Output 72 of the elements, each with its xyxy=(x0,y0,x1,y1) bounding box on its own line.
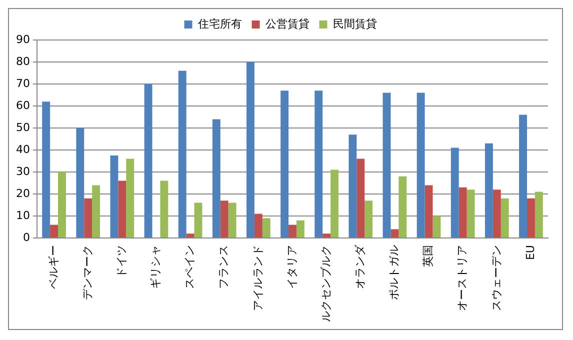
legend-label: 住宅所有 xyxy=(198,17,242,30)
x-tick-label: フランス xyxy=(217,245,230,289)
x-tick-label: デンマーク xyxy=(80,245,94,300)
y-tick-label: 70 xyxy=(16,76,30,90)
bar xyxy=(322,234,331,238)
bar xyxy=(110,156,118,238)
bar xyxy=(492,190,501,238)
bar xyxy=(126,158,134,238)
y-tick-label: 50 xyxy=(16,120,30,134)
x-tick-label: ポルトガル xyxy=(388,245,401,300)
bar xyxy=(118,180,126,238)
y-tick-label: 20 xyxy=(16,186,30,200)
bar xyxy=(356,158,365,238)
y-tick-label: 40 xyxy=(16,142,30,156)
bar xyxy=(246,62,254,238)
bar xyxy=(450,148,459,238)
bar xyxy=(534,192,543,238)
x-tick-label: オーストリア xyxy=(456,245,469,311)
x-tick-label: スウェーデン xyxy=(490,245,503,311)
x-tick-label: EU xyxy=(524,245,537,260)
bar xyxy=(382,92,391,238)
bar xyxy=(212,119,220,238)
bar xyxy=(228,202,236,238)
y-tick-label: 10 xyxy=(16,208,30,222)
bar xyxy=(424,185,433,238)
x-tick-label: ベルギー xyxy=(46,245,60,289)
legend-label: 民間賃貸 xyxy=(332,17,377,30)
x-tick-label: ルクセンブルク xyxy=(319,245,332,322)
y-tick-label: 0 xyxy=(22,230,30,244)
bar xyxy=(178,70,186,238)
x-tick-label: スペイン xyxy=(183,245,196,289)
y-tick-label: 30 xyxy=(16,164,30,178)
bar xyxy=(526,198,535,238)
bar xyxy=(296,220,304,238)
bar xyxy=(42,102,50,238)
bar xyxy=(262,218,270,238)
bar xyxy=(330,170,338,238)
bar xyxy=(348,134,357,238)
bar xyxy=(76,128,84,238)
bar xyxy=(58,172,66,238)
x-tick-label: ギリシャ xyxy=(149,245,162,289)
bar xyxy=(458,187,467,238)
bar xyxy=(364,200,373,238)
bar xyxy=(466,190,475,238)
bar xyxy=(390,229,399,238)
y-tick-label: 90 xyxy=(16,32,30,46)
bar xyxy=(314,90,323,238)
x-tick-label: アイルランド xyxy=(251,245,264,311)
x-tick-label: オランダ xyxy=(353,244,366,289)
bar xyxy=(144,84,152,238)
bar xyxy=(416,92,425,238)
bar xyxy=(194,202,202,238)
bar xyxy=(92,185,100,238)
bar xyxy=(84,198,92,238)
legend-label: 公営賃貸 xyxy=(265,17,310,30)
x-tick-label: イタリア xyxy=(285,245,298,289)
bar xyxy=(280,90,289,238)
bar xyxy=(432,216,441,238)
y-tick-label: 60 xyxy=(16,98,30,112)
x-tick-label: ドイツ xyxy=(115,245,128,278)
x-tick-label: 英国 xyxy=(422,245,435,267)
bar xyxy=(160,180,168,238)
bar xyxy=(484,143,493,238)
bar xyxy=(288,224,296,238)
bar xyxy=(519,114,527,238)
bar xyxy=(398,176,407,238)
bar xyxy=(500,198,509,238)
bar xyxy=(220,200,228,238)
bar xyxy=(186,234,194,238)
bar xyxy=(50,224,58,238)
y-tick-label: 80 xyxy=(16,54,30,68)
bar xyxy=(254,214,262,238)
